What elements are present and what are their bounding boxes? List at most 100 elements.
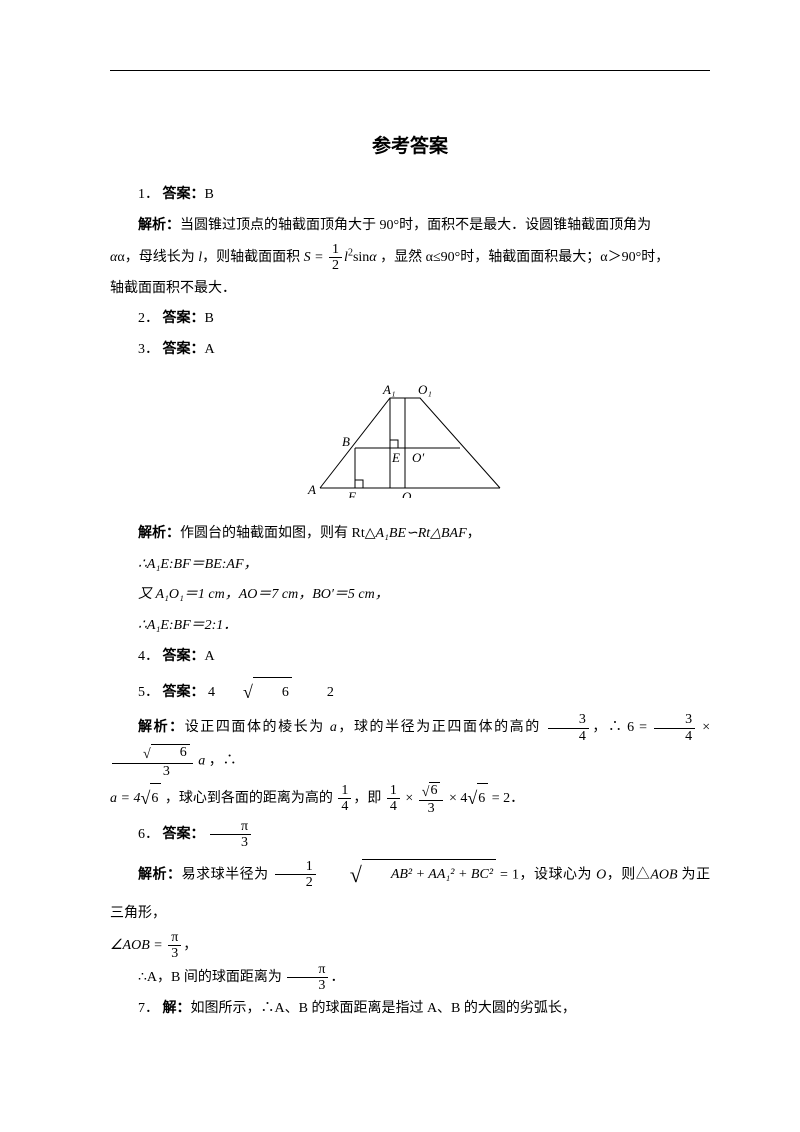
- right-angle-F: [355, 480, 363, 488]
- frac-num: 3: [548, 712, 589, 728]
- frac-r6-3-b: √63: [419, 782, 444, 817]
- q2-answer-line: 2． 答案：B: [110, 304, 710, 335]
- a-eq: a = 4: [110, 791, 140, 806]
- alpha-2: α: [369, 250, 376, 265]
- label-A: A: [307, 482, 316, 497]
- q1-expl-text-1: 当圆锥过顶点的轴截面顶角大于 90°时，面积不是最大．设圆锥轴截面顶角为: [180, 218, 651, 233]
- q3-t1: 作圆台的轴截面如图，则有 Rt△: [180, 526, 376, 541]
- sqrt-6-b: √6: [140, 779, 161, 819]
- top-rule: [110, 70, 710, 71]
- q5-t2: ，球的半径为正四面体的高的: [337, 721, 541, 736]
- sqrt-6: √6: [215, 673, 292, 713]
- frac-num: 1: [387, 783, 400, 799]
- frac-den: 2: [275, 875, 316, 890]
- q5-ans-b: 2: [327, 685, 334, 700]
- frac-1-4-b: 14: [387, 783, 400, 815]
- answer-label: 答案：: [163, 187, 205, 202]
- q7-t1: 如图所示，∴A、B 的球面距离是指过 A、B 的大圆的劣弧长，: [191, 1001, 576, 1016]
- q1-t2c: ，则轴截面面积: [202, 250, 300, 265]
- q6-l3a: ∴A，B 间的球面距离为: [138, 970, 282, 985]
- q6-answer-line: 6． 答案： π3: [110, 819, 710, 851]
- q5-t5: ，即: [353, 791, 381, 806]
- q1-explanation-2: αα，母线长为 l，则轴截面面积 S = 12l2sinα ，显然 α≤90°时…: [110, 242, 710, 274]
- times-3: ×: [449, 791, 457, 806]
- frac-r6-3: √63: [112, 744, 193, 779]
- frac-3-4: 34: [548, 712, 589, 744]
- answer-label: 答案：: [163, 311, 205, 326]
- q6-t2: ，设球心为: [519, 867, 596, 882]
- frac-den: 2: [329, 258, 342, 273]
- q4-number: 4．: [138, 649, 159, 664]
- q5-t3: ，∴: [591, 721, 622, 736]
- frac-num: √6: [419, 782, 444, 801]
- q7-number: 7．: [138, 1001, 159, 1016]
- frac-1-2: 12: [275, 859, 316, 891]
- four: 4: [460, 791, 467, 806]
- eq2: = 2: [492, 791, 510, 806]
- q4-answer-line: 4． 答案：A: [110, 642, 710, 673]
- q6-number: 6．: [138, 827, 159, 842]
- q3-answer: A: [205, 342, 215, 357]
- frac-den: 3: [168, 946, 181, 961]
- q3-line4: ∴A₁E:BF＝2:1．: [110, 611, 710, 642]
- sqrt-6-c: √6: [467, 779, 488, 819]
- answer-label: 答案：: [163, 685, 205, 700]
- frac-num: 1: [338, 783, 351, 799]
- angle-AOB: ∠AOB =: [110, 938, 163, 953]
- half-frac: 12: [329, 242, 342, 274]
- q2-answer: B: [205, 311, 214, 326]
- frac-num: π: [168, 930, 181, 946]
- label-B: B: [342, 434, 350, 449]
- explain-label: 解析：: [138, 526, 180, 541]
- q3-sim: A₁BE∽Rt△BAF: [376, 526, 467, 541]
- q5-number: 5．: [138, 685, 159, 700]
- q1-explanation-1: 解析：当圆锥过顶点的轴截面顶角大于 90°时，面积不是最大．设圆锥轴截面顶角为: [110, 211, 710, 242]
- sqrt-body: 6: [150, 783, 161, 816]
- page-title: 参考答案: [110, 131, 710, 158]
- q1-answer-line: 1． 答案：B: [110, 180, 710, 211]
- frac-pi-3: π3: [210, 819, 251, 851]
- times-2: ×: [405, 791, 413, 806]
- q6-line3: ∴A，B 间的球面距离为 π3．: [110, 962, 710, 994]
- sqrt-body: 6: [429, 782, 440, 799]
- q3-diagram: A₁ O₁ B E O′ A F O: [110, 378, 710, 503]
- frac-num: 1: [329, 242, 342, 258]
- times-1: ×: [702, 721, 710, 736]
- q3-explanation-1: 解析：作圆台的轴截面如图，则有 Rt△A₁BE∽Rt△BAF，: [110, 519, 710, 550]
- eq1: = 1: [500, 867, 519, 882]
- q1-explanation-3: 轴截面面积不最大．: [110, 274, 710, 305]
- q5-t4: ，∴: [209, 754, 237, 769]
- frac-den: 4: [338, 799, 351, 814]
- label-A1: A₁: [382, 382, 395, 397]
- frac-den: 4: [654, 729, 695, 744]
- q6-explanation-1: 解析：易求球半径为 12 √AB² + AA₁² + BC² = 1，设球心为 …: [110, 851, 710, 930]
- answer-label: 答案：: [163, 649, 205, 664]
- period: ．: [510, 791, 524, 806]
- solve-label: 解：: [163, 1001, 191, 1016]
- q1-number: 1．: [138, 187, 159, 202]
- frac-den: 3: [210, 835, 251, 850]
- AOB: AOB: [650, 867, 677, 882]
- q3-answer-line: 3． 答案：A: [110, 335, 710, 366]
- frac-den: 3: [287, 978, 328, 993]
- q6-t1: 易求球半径为: [182, 867, 269, 882]
- frac-den: 4: [548, 729, 589, 744]
- frac-num: 3: [654, 712, 695, 728]
- frac-pi-3-b: π3: [168, 930, 181, 962]
- q1-t2d: ，显然 α≤90°时，轴截面面积最大；α＞90°时，: [380, 250, 669, 265]
- q6-line2: ∠AOB = π3，: [110, 930, 710, 962]
- q4-answer: A: [205, 649, 215, 664]
- sqrt-body: 6: [477, 783, 488, 816]
- q2-number: 2．: [138, 311, 159, 326]
- frac-num: 1: [275, 859, 316, 875]
- q1-answer: B: [205, 187, 214, 202]
- label-E: E: [391, 450, 400, 465]
- a-var: a: [330, 721, 337, 736]
- frac-num: π: [210, 819, 251, 835]
- label-O: O: [402, 489, 412, 498]
- O-var: O: [596, 867, 606, 882]
- sqrt-body: AB² + AA₁² + BC²: [362, 859, 496, 893]
- frac-den: 3: [419, 801, 444, 816]
- q5-ans-a: 4: [208, 685, 215, 700]
- sqrt-long: √AB² + AA₁² + BC²: [322, 851, 496, 899]
